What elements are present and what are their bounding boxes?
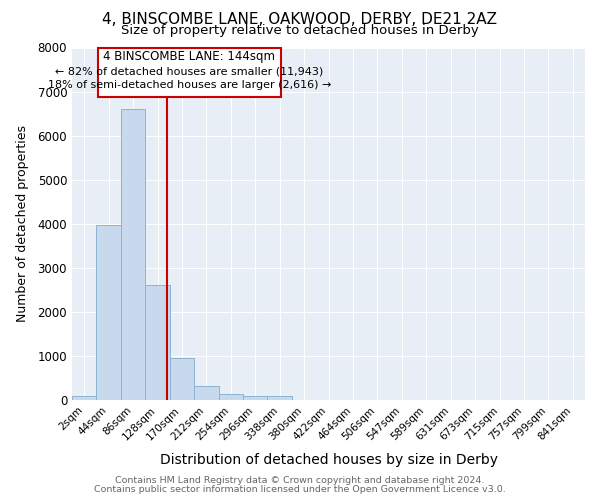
- Bar: [97, 224, 121, 400]
- Text: Contains public sector information licensed under the Open Government Licence v3: Contains public sector information licen…: [94, 485, 506, 494]
- Text: 4, BINSCOMBE LANE, OAKWOOD, DERBY, DE21 2AZ: 4, BINSCOMBE LANE, OAKWOOD, DERBY, DE21 …: [103, 12, 497, 28]
- Bar: [72, 396, 97, 400]
- Bar: [243, 396, 268, 400]
- Text: 18% of semi-detached houses are larger (2,616) →: 18% of semi-detached houses are larger (…: [47, 80, 331, 90]
- Text: 4 BINSCOMBE LANE: 144sqm: 4 BINSCOMBE LANE: 144sqm: [103, 50, 275, 64]
- Bar: [170, 358, 194, 400]
- X-axis label: Distribution of detached houses by size in Derby: Distribution of detached houses by size …: [160, 453, 497, 467]
- Bar: [145, 286, 170, 400]
- Bar: [218, 394, 243, 400]
- Y-axis label: Number of detached properties: Number of detached properties: [16, 125, 29, 322]
- Text: Contains HM Land Registry data © Crown copyright and database right 2024.: Contains HM Land Registry data © Crown c…: [115, 476, 485, 485]
- Text: ← 82% of detached houses are smaller (11,943): ← 82% of detached houses are smaller (11…: [55, 66, 323, 76]
- Bar: [121, 109, 145, 400]
- Text: Size of property relative to detached houses in Derby: Size of property relative to detached ho…: [121, 24, 479, 37]
- Bar: [194, 386, 218, 400]
- Bar: [268, 396, 292, 400]
- FancyBboxPatch shape: [98, 48, 281, 98]
